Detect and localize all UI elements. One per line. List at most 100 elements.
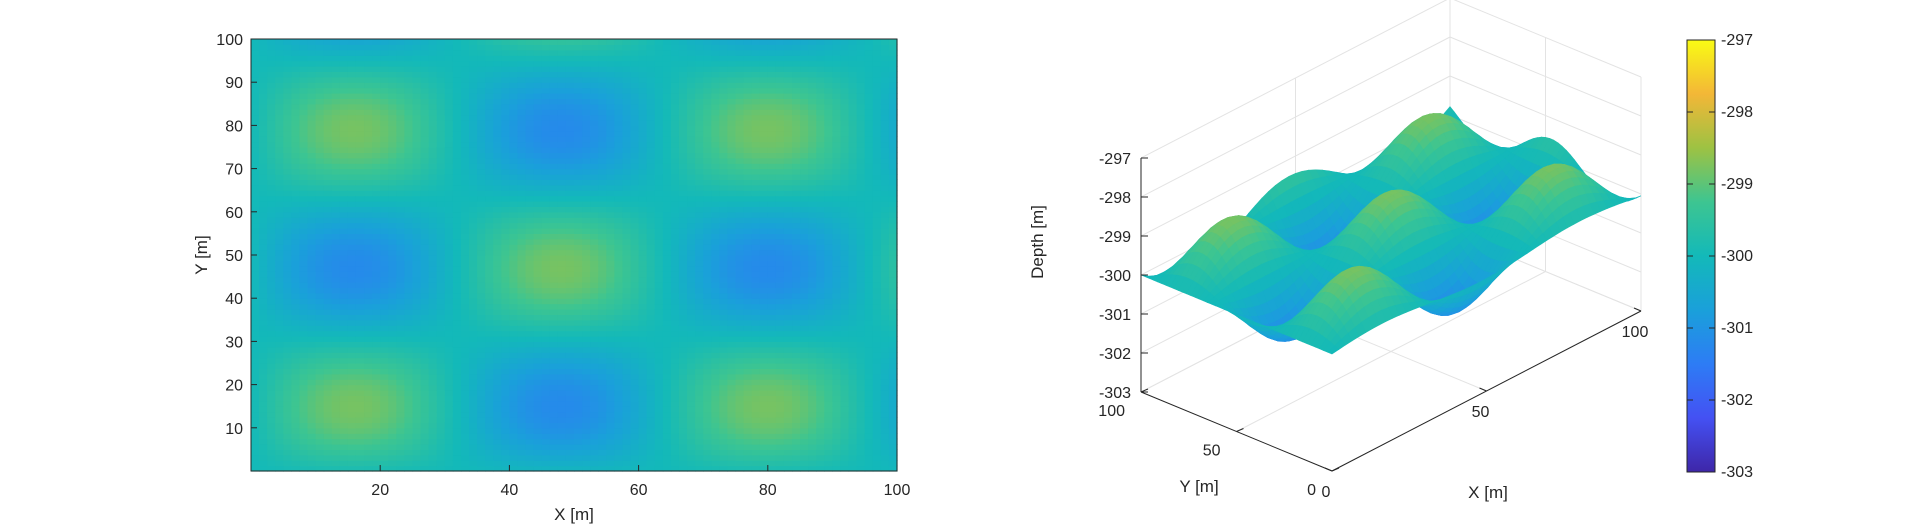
heatmap-cell	[557, 179, 567, 186]
heatmap-cell	[541, 44, 551, 51]
heatmap-cell	[315, 373, 325, 380]
heatmap-cell	[275, 271, 284, 278]
heatmap-cell	[275, 400, 284, 407]
heatmap-cell	[436, 163, 446, 170]
heatmap-cell	[275, 363, 284, 369]
heatmap-cell	[501, 390, 510, 396]
heatmap-cell	[574, 336, 583, 342]
heatmap-cell	[695, 93, 704, 99]
heatmap-cell	[533, 39, 543, 45]
heatmap-cell	[307, 238, 317, 245]
heatmap-cell	[509, 249, 519, 256]
heatmap-cell	[622, 341, 632, 348]
heatmap-cell	[469, 287, 478, 294]
heatmap-cell	[251, 319, 260, 326]
heatmap-cell	[630, 206, 640, 213]
heatmap-cell	[687, 363, 696, 369]
heatmap-cell	[614, 82, 624, 89]
heatmap-cell	[469, 109, 478, 116]
heatmap-cell	[420, 120, 430, 126]
heatmap-cell	[364, 438, 373, 445]
heatmap-cell	[355, 168, 365, 175]
heatmap-cell	[582, 422, 591, 429]
heatmap-cell	[444, 93, 454, 99]
heatmap-cell	[420, 433, 430, 440]
heatmap-cell	[541, 411, 551, 418]
heatmap-cell	[436, 55, 446, 62]
heatmap-cell	[493, 76, 502, 83]
heatmap-cell	[469, 249, 478, 256]
heatmap-cell	[509, 411, 519, 418]
heatmap-cell	[582, 217, 591, 224]
heatmap-cell	[259, 174, 268, 180]
heatmap-cell	[574, 125, 583, 132]
heatmap-cell	[662, 449, 672, 456]
heatmap-cell	[678, 98, 688, 105]
heatmap-cell	[477, 287, 486, 294]
heatmap-cell	[638, 314, 648, 321]
heatmap-cell	[549, 39, 559, 45]
heatmap-cell	[364, 390, 373, 396]
heatmap-cell	[291, 411, 301, 418]
heatmap-cell	[743, 314, 753, 321]
heatmap-cell	[614, 357, 624, 364]
heatmap-cell	[719, 352, 729, 359]
heatmap-cell	[646, 325, 656, 332]
heatmap-cell	[654, 422, 664, 429]
heatmap-cell	[557, 55, 567, 62]
heatmap-cell	[590, 76, 599, 83]
heatmap-cell	[380, 98, 389, 105]
heatmap-cell	[251, 454, 260, 461]
heatmap-cell	[614, 314, 624, 321]
heatmap-cell	[727, 400, 737, 407]
heatmap-cell	[662, 309, 672, 315]
heatmap-cell	[396, 282, 406, 288]
heatmap-cell	[283, 265, 292, 272]
heatmap-cell	[372, 363, 381, 369]
heatmap-cell	[275, 179, 284, 186]
heatmap-cell	[428, 66, 438, 72]
heatmap-cell	[444, 406, 454, 413]
heatmap-cell	[719, 238, 729, 245]
heatmap-cell	[283, 130, 292, 137]
heatmap-cell	[339, 60, 349, 67]
heatmap-cell	[493, 71, 502, 78]
heatmap-cell	[557, 163, 567, 170]
heatmap-cell	[533, 82, 543, 89]
heatmap-cell	[331, 130, 341, 137]
heatmap-cell	[646, 201, 656, 207]
heatmap-cell	[501, 222, 510, 229]
heatmap-cell	[428, 309, 438, 315]
heatmap-cell	[630, 427, 640, 434]
heatmap-cell	[460, 309, 470, 315]
heatmap-cell	[517, 395, 527, 402]
heatmap-cell	[735, 395, 745, 402]
heatmap-cell	[574, 422, 583, 429]
heatmap-cell	[444, 373, 454, 380]
heatmap-cell	[396, 390, 406, 396]
heatmap-cell	[598, 336, 607, 342]
heatmap-cell	[606, 184, 615, 191]
heatmap-cell	[436, 460, 446, 467]
heatmap-cell	[396, 211, 406, 218]
heatmap-cell	[533, 201, 543, 207]
heatmap-cell	[412, 184, 422, 191]
heatmap-cell	[412, 141, 422, 148]
heatmap-cell	[557, 114, 567, 121]
heatmap-cell	[533, 465, 543, 472]
heatmap-cell	[404, 368, 414, 375]
heatmap-cell	[646, 71, 656, 78]
heatmap-cell	[678, 276, 688, 283]
heatmap-cell	[364, 427, 373, 434]
heatmap-cell	[606, 222, 615, 229]
heatmap-cell	[630, 341, 640, 348]
heatmap-cell	[582, 174, 591, 180]
heatmap-cell	[646, 298, 656, 305]
heatmap-cell	[493, 352, 502, 359]
heatmap-cell	[614, 168, 624, 175]
heatmap-cell	[404, 406, 414, 413]
heatmap-cell	[364, 125, 373, 132]
heatmap-cell	[485, 238, 494, 245]
heatmap-cell	[283, 336, 292, 342]
heatmap-cell	[670, 384, 680, 391]
